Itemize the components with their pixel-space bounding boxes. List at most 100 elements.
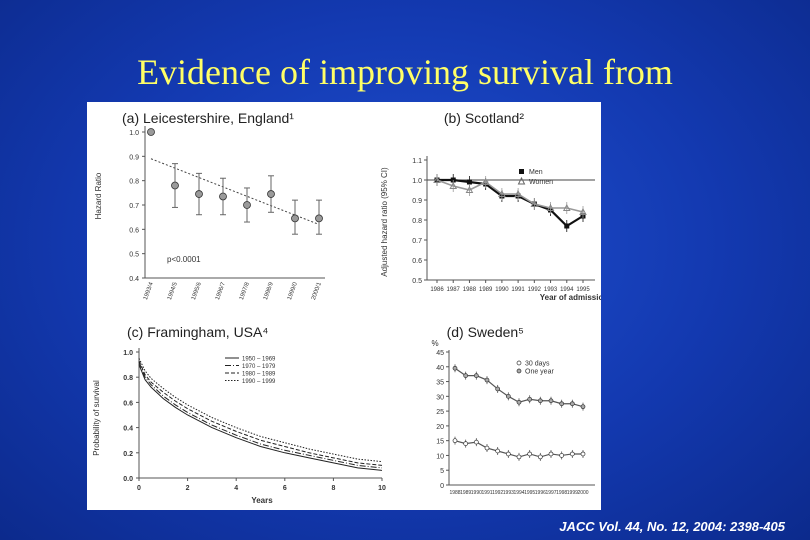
- panel-d-title: (d) Sweden⁵: [447, 324, 524, 340]
- panel-c-legend-label: 1970 – 1979: [242, 364, 276, 370]
- panel-a-point: [195, 190, 203, 198]
- panel-d-xtick-label: 1988: [449, 490, 460, 496]
- panel-b-point-women: [514, 189, 522, 197]
- panel-d-point: [505, 393, 511, 399]
- panel-d-ylabel: %: [431, 339, 438, 348]
- panel-d-point: [484, 445, 490, 451]
- panel-d-legend-marker: [516, 360, 522, 366]
- panel-b-ytick-label: 0.6: [412, 258, 422, 265]
- panel-d-ytick-label: 0: [440, 483, 444, 490]
- panel-d-legend-marker: [516, 368, 522, 374]
- panel-a-ylabel: Hazard Ratio: [94, 172, 103, 219]
- panel-b-point-women: [481, 177, 490, 185]
- panel-d-point: [548, 451, 554, 457]
- panel-b-ylabel: Adjusted hazard ratio (95% CI): [380, 167, 389, 277]
- panel-c-ytick-label: 1.0: [123, 350, 133, 357]
- panel-d-ytick-label: 5: [440, 468, 444, 475]
- panel-d-ytick-label: 35: [436, 380, 444, 387]
- panel-d-xtick-label: 1993: [503, 490, 514, 496]
- panel-d-point: [580, 404, 586, 410]
- panel-d-point: [516, 399, 522, 405]
- panel-a-title: (a) Leicestershire, England¹: [122, 110, 294, 126]
- panel-b-point-women: [449, 181, 458, 189]
- panel-b-xtick-label: 1987: [447, 287, 461, 293]
- panel-a-point: [243, 201, 251, 209]
- panel-b-ytick-label: 1.1: [412, 158, 422, 165]
- panel-a-ytick-label: 0.7: [129, 203, 139, 210]
- panel-d-point: [548, 398, 554, 404]
- panel-b-series-line: [437, 178, 584, 228]
- panel-a-ytick-label: 0.8: [129, 179, 139, 186]
- panel-a-xtick-label: 1994/5: [167, 281, 179, 301]
- panel-b-point-men: [564, 223, 570, 229]
- panel-d-point: [569, 451, 575, 457]
- panel-d-point: [559, 453, 565, 458]
- panel-d-point: [452, 438, 458, 444]
- panel-b-point-women: [546, 203, 555, 211]
- panel-d-legend-label: One year: [525, 369, 554, 376]
- panel-c-ytick-label: 0.6: [123, 400, 133, 407]
- panel-d-point: [495, 386, 501, 392]
- panel-c-ytick-label: 0.4: [123, 426, 133, 433]
- panel-d-point: [527, 396, 533, 402]
- panel-d-xtick-label: 1991: [481, 490, 492, 496]
- panel-a-point: [219, 192, 227, 201]
- panel-d-ytick-label: 15: [436, 439, 444, 446]
- panel-b-ytick-label: 0.7: [412, 238, 422, 245]
- panel-b-xtick-label: 1989: [479, 287, 493, 293]
- panel-b-xtick-label: 1990: [495, 287, 509, 293]
- panel-d-legend-label: 30 days: [525, 361, 550, 368]
- panel-a-point: [315, 214, 323, 223]
- panel-c-xtick-label: 4: [234, 485, 238, 492]
- panel-d-xtick-label: 1989: [460, 490, 471, 496]
- panel-a-ytick-label: 0.6: [129, 227, 139, 234]
- panel-d-ytick-label: 10: [436, 453, 444, 460]
- panel-d-point: [580, 451, 586, 457]
- panel-c-series-line: [138, 358, 383, 463]
- panel-a-xtick-label: 1996/7: [215, 281, 227, 301]
- panel-b-xtick-label: 1991: [511, 287, 525, 293]
- panel-d-point: [463, 441, 469, 446]
- panel-c-xlabel: Years: [251, 496, 273, 505]
- panel-c-series-line: [138, 361, 383, 469]
- panel-b-legend-marker-men: [519, 169, 524, 174]
- panel-a-xtick-label: 2000/1: [311, 281, 323, 301]
- panel-d-xtick-label: 1995: [524, 490, 535, 496]
- panel-c-legend-label: 1990 – 1999: [242, 379, 276, 385]
- panel-d-ytick-label: 25: [436, 409, 444, 416]
- panel-b-ytick-label: 0.9: [412, 198, 422, 205]
- panel-d-ytick-label: 40: [436, 365, 444, 372]
- panel-d-point: [473, 439, 479, 445]
- panel-d-xtick-label: 1997: [545, 490, 556, 496]
- panel-a-point: [267, 190, 275, 198]
- panel-c-series-line: [138, 360, 383, 466]
- panel-d-point: [559, 401, 565, 407]
- panel-b-point-women: [498, 189, 506, 197]
- panel-d-point: [537, 398, 543, 404]
- panel-b-point-women: [465, 185, 474, 193]
- panel-d-point: [452, 365, 458, 371]
- panel-d-xtick-label: 1992: [492, 490, 503, 496]
- panel-b-point-men: [466, 179, 472, 185]
- panel-d-xtick-label: 1998: [556, 490, 567, 496]
- panel-c-xtick-label: 6: [283, 485, 287, 492]
- panel-d-xtick-label: 1990: [471, 490, 482, 496]
- figure-svg: (a) Leicestershire, England¹ (b) Scotlan…: [92, 110, 601, 505]
- panel-b-ytick-label: 0.8: [412, 218, 422, 225]
- panel-a-ytick-label: 0.9: [129, 154, 139, 161]
- panel-c-ytick-label: 0.2: [123, 451, 133, 458]
- panel-b-xtick-label: 1995: [576, 287, 590, 293]
- panel-d-xtick-label: 1994: [513, 490, 524, 496]
- panel-a-ytick-label: 0.4: [129, 276, 139, 283]
- panel-b-ytick-label: 0.5: [412, 278, 422, 285]
- panel-b-xtick-label: 1994: [560, 287, 574, 293]
- panel-c-series-line: [138, 364, 383, 471]
- panel-d-xtick-label: 2000: [577, 490, 588, 496]
- panel-a-point: [147, 128, 155, 136]
- panel-d-point: [537, 454, 543, 460]
- panel-d-ytick-label: 45: [436, 350, 444, 357]
- panel-c-legend-label: 1980 – 1989: [242, 372, 276, 378]
- panel-d-point: [527, 451, 533, 457]
- panel-b-title: (b) Scotland²: [444, 110, 524, 126]
- panel-b-point-women: [433, 175, 441, 183]
